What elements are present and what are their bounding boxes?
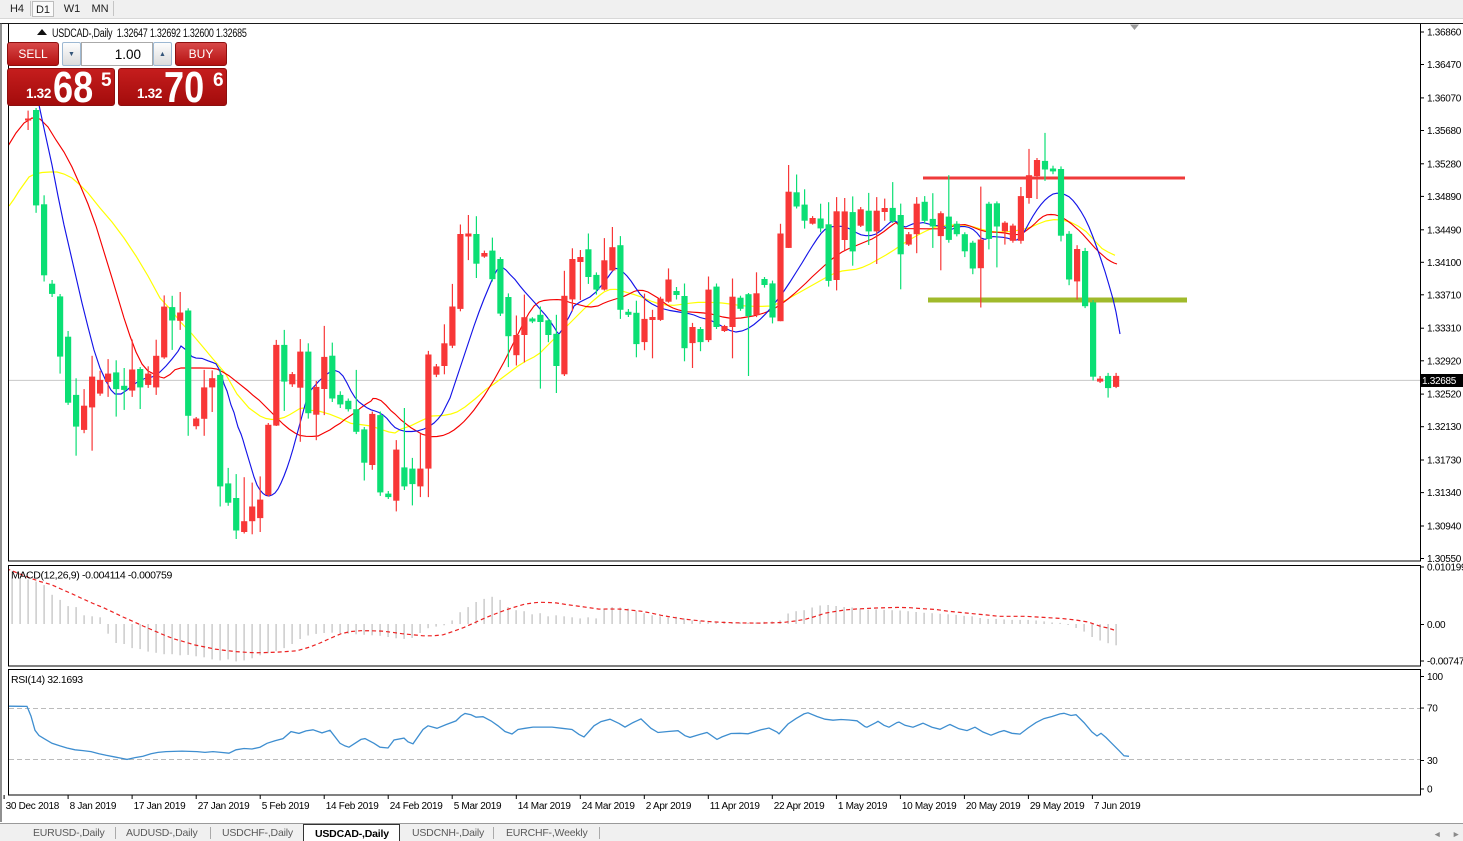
svg-text:RSI(14) 32.1693: RSI(14) 32.1693	[11, 674, 83, 686]
svg-text:1.32130: 1.32130	[1427, 422, 1462, 433]
svg-text:5 Mar 2019: 5 Mar 2019	[454, 801, 502, 812]
svg-text:1.32520: 1.32520	[1427, 390, 1462, 401]
svg-text:14 Mar 2019: 14 Mar 2019	[518, 801, 572, 812]
svg-text:1.33310: 1.33310	[1427, 324, 1462, 335]
svg-text:1.36470: 1.36470	[1427, 60, 1462, 71]
svg-text:5 Feb 2019: 5 Feb 2019	[262, 801, 310, 812]
svg-text:1.35680: 1.35680	[1427, 126, 1462, 137]
svg-text:1.32920: 1.32920	[1427, 356, 1462, 367]
svg-text:22 Apr 2019: 22 Apr 2019	[774, 801, 825, 812]
svg-text:-0.0074765: -0.0074765	[1427, 657, 1463, 668]
svg-text:7 Jun 2019: 7 Jun 2019	[1094, 801, 1141, 812]
svg-text:1 May 2019: 1 May 2019	[838, 801, 888, 812]
svg-text:1.32685: 1.32685	[1422, 376, 1457, 387]
svg-text:100: 100	[1427, 672, 1444, 683]
svg-text:30: 30	[1427, 756, 1438, 767]
svg-text:0.00: 0.00	[1427, 620, 1446, 631]
svg-text:20 May 2019: 20 May 2019	[966, 801, 1021, 812]
svg-text:2 Apr 2019: 2 Apr 2019	[646, 801, 692, 812]
svg-text:1.31730: 1.31730	[1427, 456, 1462, 467]
svg-text:1.34890: 1.34890	[1427, 192, 1462, 203]
svg-text:24 Feb 2019: 24 Feb 2019	[390, 801, 444, 812]
svg-text:0: 0	[1427, 785, 1433, 796]
svg-text:17 Jan 2019: 17 Jan 2019	[134, 801, 186, 812]
svg-text:29 May 2019: 29 May 2019	[1030, 801, 1085, 812]
svg-text:1.33710: 1.33710	[1427, 290, 1462, 301]
svg-text:1.34490: 1.34490	[1427, 225, 1462, 236]
svg-text:10 May 2019: 10 May 2019	[902, 801, 957, 812]
svg-text:24 Mar 2019: 24 Mar 2019	[582, 801, 636, 812]
svg-text:0.010199: 0.010199	[1427, 563, 1463, 574]
svg-text:1.35280: 1.35280	[1427, 159, 1462, 170]
svg-text:30 Dec 2018: 30 Dec 2018	[6, 801, 60, 812]
svg-text:MACD(12,26,9) -0.004114 -0.000: MACD(12,26,9) -0.004114 -0.000759	[11, 570, 173, 582]
svg-text:1.30940: 1.30940	[1427, 522, 1462, 533]
svg-text:70: 70	[1427, 704, 1438, 715]
svg-text:1.36070: 1.36070	[1427, 93, 1462, 104]
svg-text:1.36860: 1.36860	[1427, 28, 1462, 39]
svg-text:14 Feb 2019: 14 Feb 2019	[326, 801, 380, 812]
svg-text:8 Jan 2019: 8 Jan 2019	[70, 801, 117, 812]
svg-text:1.34100: 1.34100	[1427, 258, 1462, 269]
svg-text:11 Apr 2019: 11 Apr 2019	[710, 801, 761, 812]
svg-text:1.30550: 1.30550	[1427, 554, 1462, 565]
svg-text:1.31340: 1.31340	[1427, 488, 1462, 499]
svg-text:27 Jan 2019: 27 Jan 2019	[198, 801, 250, 812]
